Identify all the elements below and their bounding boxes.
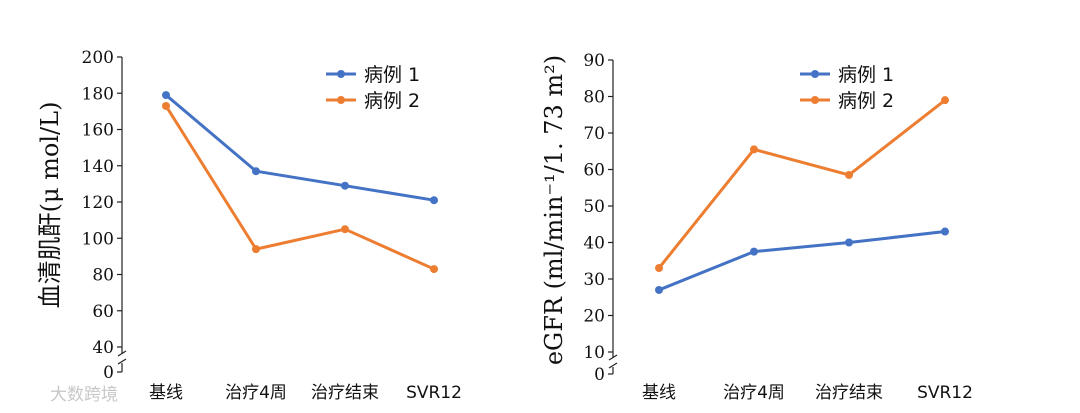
- y-tick-label: 50: [583, 197, 605, 217]
- data-point: [252, 167, 260, 176]
- y-tick-label: 0: [594, 365, 605, 385]
- y-tick-label: 90: [583, 51, 605, 71]
- data-point: [341, 181, 349, 190]
- y-tick-label: 160: [82, 121, 114, 141]
- axis-break-mark: [117, 350, 127, 365]
- data-point: [845, 238, 853, 247]
- y-tick-label: 80: [583, 88, 605, 108]
- data-point: [750, 247, 758, 256]
- y-tick-label: 100: [82, 229, 114, 249]
- data-point: [845, 170, 853, 179]
- data-point: [941, 96, 949, 105]
- y-tick-label: 70: [583, 124, 605, 144]
- y-tick-label: 120: [82, 193, 114, 213]
- data-point: [341, 225, 349, 234]
- legend-marker: [811, 96, 819, 104]
- y-tick-label: 60: [92, 302, 114, 322]
- y-tick-label: 200: [82, 48, 114, 68]
- legend-label: 病例 1: [364, 64, 420, 86]
- x-tick-label: SVR12: [917, 383, 973, 403]
- data-point: [941, 227, 949, 236]
- data-point: [655, 264, 663, 273]
- x-tick-label: 治疗结束: [815, 383, 883, 403]
- y-tick-label: 140: [82, 157, 114, 177]
- data-point: [252, 245, 260, 254]
- y-tick-label: 40: [92, 338, 114, 358]
- y-tick-label: 10: [583, 343, 605, 363]
- legend-marker: [337, 70, 345, 78]
- data-point: [430, 265, 438, 274]
- data-point: [750, 145, 758, 154]
- legend-label: 病例 2: [838, 90, 894, 112]
- y-axis-label: 血清肌酐(μ mol/L): [36, 102, 64, 309]
- series-line: [165, 93, 435, 202]
- x-tick-label: SVR12: [406, 383, 462, 403]
- y-tick-label: 30: [583, 270, 605, 290]
- data-point: [430, 196, 438, 205]
- y-tick-label: 180: [82, 84, 114, 104]
- series-line: [164, 105, 435, 271]
- y-tick-label: 0: [103, 363, 114, 383]
- legend-label: 病例 2: [364, 90, 420, 112]
- egfr-chart: 90 80 70 60 50 40 30 20 100 基线 治疗4周 治疗结束 SVR12 eGFR (…: [540, 51, 973, 403]
- series-line: [657, 98, 946, 269]
- data-point: [162, 101, 170, 110]
- watermark: 大数跨境: [50, 385, 118, 405]
- legend-marker: [337, 96, 345, 104]
- y-tick-label: 60: [583, 161, 605, 181]
- legend-label: 病例 1: [838, 64, 894, 86]
- serum-creatinine-chart: 200 180 160 140 120 100 80 60 40 0 基线 治疗4周 治疗结束 SVR12…: [36, 48, 462, 403]
- y-tick-label: 20: [583, 307, 605, 327]
- series-line: [658, 230, 946, 292]
- axis-break-mark: [608, 354, 618, 369]
- data-point: [162, 91, 170, 100]
- y-axis-label: eGFR (ml/min⁻¹/1. 73 m²): [540, 55, 568, 365]
- data-point: [655, 285, 663, 294]
- y-tick-label: 80: [92, 266, 114, 286]
- x-tick-label: 治疗4周: [723, 383, 785, 403]
- x-tick-label: 基线: [642, 383, 676, 403]
- legend-marker: [811, 70, 819, 78]
- x-tick-label: 治疗4周: [225, 383, 287, 403]
- x-tick-label: 治疗结束: [311, 383, 379, 403]
- x-tick-label: 基线: [149, 383, 183, 403]
- y-tick-label: 40: [583, 234, 605, 254]
